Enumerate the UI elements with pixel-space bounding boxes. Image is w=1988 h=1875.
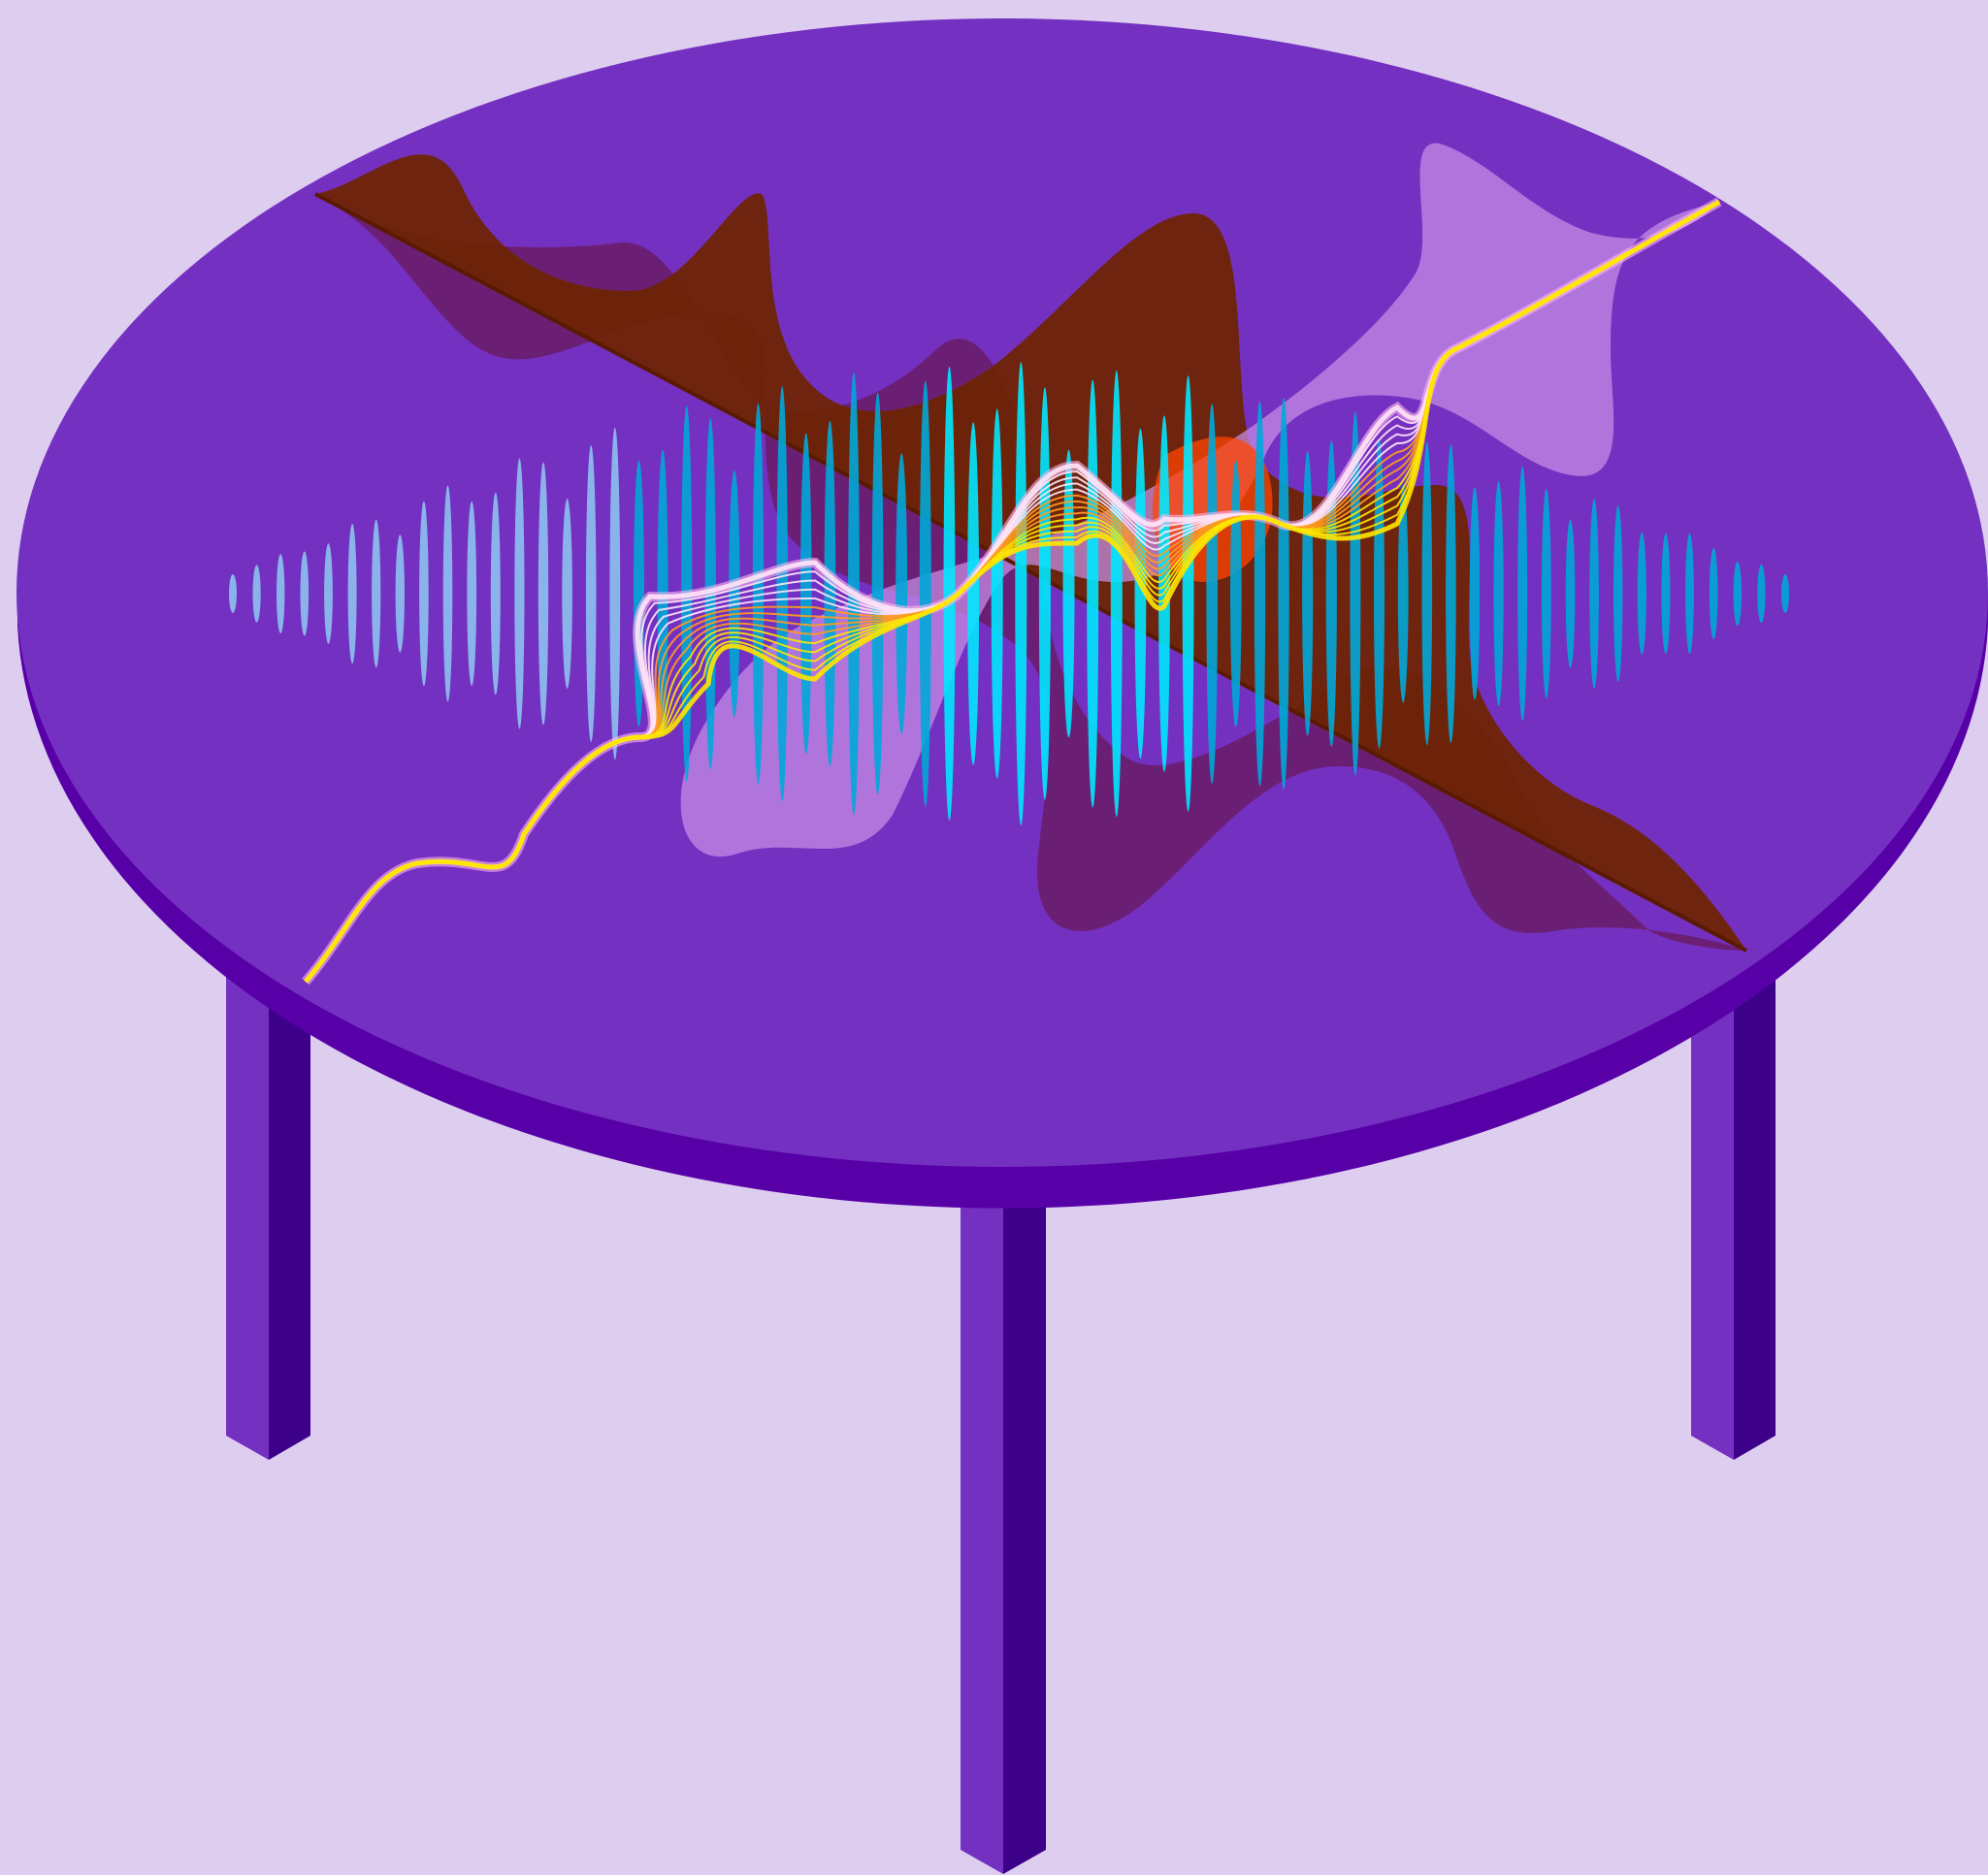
ribbon-line bbox=[304, 199, 1721, 984]
waveform-bar bbox=[1302, 451, 1314, 736]
waveform-bar bbox=[1134, 428, 1147, 760]
waveform-bar bbox=[467, 501, 477, 687]
waveform-bar bbox=[1182, 375, 1194, 812]
waveform-bar bbox=[395, 534, 405, 653]
waveform-bar bbox=[1278, 397, 1289, 791]
waveform-bar bbox=[800, 433, 812, 755]
waveform-bar bbox=[896, 453, 908, 734]
waveform-bar bbox=[752, 403, 765, 785]
waveform-bar bbox=[1541, 488, 1551, 699]
waveform-bar bbox=[229, 574, 237, 613]
waveform-bar bbox=[1110, 370, 1123, 818]
waveform-bar bbox=[1015, 362, 1027, 825]
waveform-bar bbox=[562, 499, 572, 689]
waveform-bar bbox=[991, 408, 1003, 779]
waveform-bar bbox=[1421, 441, 1433, 746]
waveform-bar bbox=[347, 523, 357, 664]
waveform-bar bbox=[538, 462, 549, 726]
waveform-bar bbox=[1062, 449, 1075, 738]
leg-left bbox=[226, 970, 310, 1460]
waveform-bar bbox=[824, 420, 836, 767]
waveform-bar bbox=[1637, 532, 1646, 656]
ribbon-lines bbox=[302, 197, 1722, 986]
waveform-bar bbox=[871, 392, 884, 795]
waveform-bar bbox=[1613, 505, 1623, 682]
waveform-bar bbox=[324, 543, 333, 644]
waveform-bar bbox=[300, 551, 310, 636]
waveform-bar bbox=[1038, 387, 1051, 800]
waveform-bar bbox=[967, 422, 980, 765]
waveform-bar bbox=[1517, 466, 1528, 722]
waveform-bar bbox=[1757, 565, 1766, 623]
waveform-bar bbox=[372, 519, 381, 668]
waveform-bar bbox=[585, 445, 597, 742]
waveform-bar bbox=[1733, 561, 1743, 627]
waveform-bar bbox=[609, 427, 621, 760]
wave-artwork bbox=[229, 143, 1789, 986]
waveform-bar bbox=[1397, 484, 1409, 703]
waveform-bar bbox=[1709, 547, 1718, 640]
waveform-bar bbox=[252, 565, 261, 623]
waveform-bar bbox=[514, 458, 525, 729]
waveform-bar bbox=[419, 501, 429, 687]
leg-right bbox=[1691, 970, 1776, 1460]
waveform-bar bbox=[1254, 401, 1266, 787]
waveform-bar bbox=[1206, 404, 1218, 784]
waveform-bar bbox=[1230, 460, 1242, 727]
waveform-bar bbox=[919, 380, 931, 807]
waveform-bar bbox=[442, 485, 453, 702]
waveform-bar bbox=[1589, 499, 1599, 689]
leg-center bbox=[961, 1115, 1046, 1874]
waveform-bar bbox=[1565, 519, 1576, 668]
waveform-bar bbox=[776, 386, 788, 801]
table-legs bbox=[226, 970, 1776, 1874]
waveform-bar bbox=[1493, 481, 1504, 706]
diagonal-edge bbox=[314, 192, 1747, 953]
waveform-bar bbox=[1661, 533, 1671, 655]
waveform-bar bbox=[490, 492, 501, 695]
waveform-bar bbox=[1685, 533, 1694, 655]
waveform-bar bbox=[943, 366, 956, 822]
waveform-bars bbox=[229, 362, 1789, 825]
waveform-bar bbox=[1781, 574, 1789, 613]
waveform-bar bbox=[1469, 487, 1481, 700]
waveform-bar bbox=[277, 554, 285, 633]
waveform-bar bbox=[1087, 379, 1099, 808]
waveform-bar bbox=[1446, 443, 1456, 744]
